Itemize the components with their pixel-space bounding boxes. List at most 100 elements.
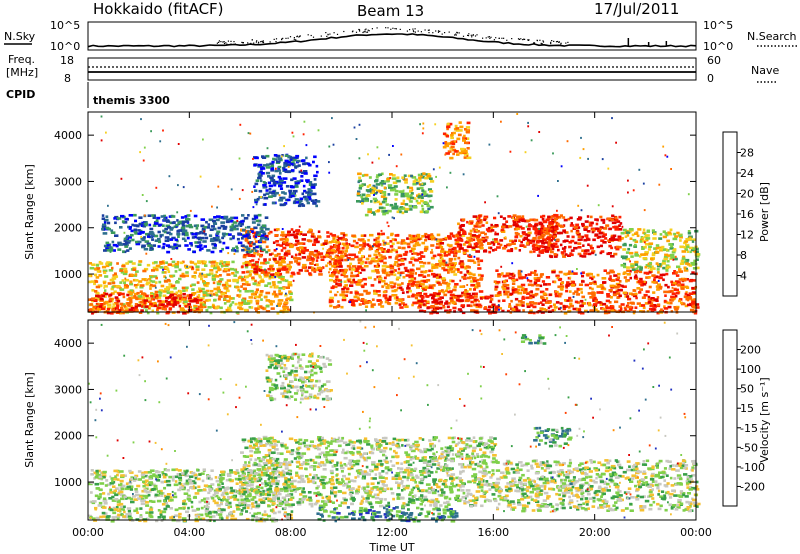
heatmap-cell	[242, 255, 247, 259]
heatmap-cell	[303, 170, 308, 173]
nsearch-dot	[299, 35, 301, 37]
heatmap-cell	[113, 249, 116, 252]
heatmap-cell	[290, 192, 296, 195]
heatmap-cell	[580, 311, 585, 315]
heatmap-cell	[109, 250, 112, 253]
heatmap-cell	[94, 290, 98, 293]
heatmap-cell	[434, 123, 437, 126]
heatmap-cell	[457, 308, 462, 311]
heatmap-cell	[291, 169, 295, 172]
heatmap-cell	[445, 261, 448, 264]
heatmap-cell	[163, 304, 169, 308]
heatmap-cell	[576, 293, 581, 296]
heatmap-cell	[352, 239, 356, 243]
heatmap-cell	[298, 253, 302, 256]
heatmap-cell	[307, 162, 311, 166]
nsearch-dot	[247, 42, 249, 44]
heatmap-cell	[312, 160, 315, 164]
heatmap-cell	[116, 217, 122, 220]
heatmap-cell	[98, 270, 102, 273]
heatmap-cell	[456, 299, 461, 302]
heatmap-cell	[223, 302, 227, 305]
heatmap-cell	[610, 218, 614, 222]
heatmap-cell	[427, 234, 431, 237]
heatmap-cell	[214, 244, 217, 247]
heatmap-cell	[673, 232, 677, 236]
heatmap-cell	[282, 257, 286, 260]
heatmap-cell	[406, 197, 411, 200]
heatmap-cell	[502, 223, 507, 226]
heatmap-cell	[337, 250, 343, 254]
heatmap-cell	[237, 232, 241, 235]
heatmap-cell	[269, 275, 272, 278]
heatmap-cell	[556, 231, 561, 235]
heatmap-cell	[303, 172, 308, 175]
heatmap-cell	[457, 133, 462, 137]
heatmap-cell	[547, 306, 551, 310]
heatmap-cell	[123, 239, 128, 242]
heatmap-cell	[559, 285, 565, 288]
heatmap-cell	[569, 253, 574, 257]
heatmap-cell	[252, 282, 257, 285]
nsearch-dot	[368, 30, 370, 32]
heatmap-cell	[354, 269, 359, 273]
heatmap-cell	[219, 306, 223, 310]
heatmap-cell	[261, 224, 267, 227]
heatmap-cell	[231, 260, 235, 264]
heatmap-cell	[521, 287, 525, 290]
heatmap-cell	[243, 308, 248, 312]
heatmap-cell	[448, 250, 452, 253]
heatmap-cell	[424, 238, 428, 242]
heatmap-cell	[648, 245, 652, 248]
nsearch-dot	[454, 34, 456, 36]
heatmap-cell	[634, 263, 639, 266]
heatmap-cell	[145, 232, 149, 236]
nsearch-dot	[462, 35, 465, 37]
heatmap-cell	[206, 273, 211, 277]
heatmap-cell	[685, 243, 690, 247]
heatmap-cell	[375, 176, 379, 179]
heatmap-cell	[187, 305, 192, 309]
heatmap-cell	[415, 182, 419, 185]
heatmap-cell	[276, 269, 281, 272]
heatmap-cell	[531, 283, 535, 287]
heatmap-cell	[346, 264, 351, 268]
heatmap-cell	[294, 156, 297, 160]
heatmap-cell	[544, 247, 548, 251]
heatmap-cell	[658, 276, 663, 280]
heatmap-cell	[246, 302, 251, 305]
heatmap-cell	[293, 235, 298, 238]
heatmap-cell	[451, 296, 455, 299]
heatmap-cell	[631, 302, 635, 305]
heatmap-cell	[411, 294, 415, 298]
heatmap-cell	[423, 310, 427, 313]
heatmap-cell	[545, 218, 550, 222]
heatmap-cell	[161, 224, 165, 227]
heatmap-cell	[393, 263, 397, 267]
heatmap-cell	[561, 247, 566, 250]
heatmap-cell	[108, 298, 113, 301]
heatmap-cell	[129, 289, 134, 292]
heatmap-cell	[670, 280, 674, 284]
heatmap-cell	[282, 246, 287, 250]
heatmap-cell	[337, 271, 340, 275]
heatmap-cell	[563, 218, 568, 222]
heatmap-cell	[256, 253, 261, 256]
heatmap-cell	[350, 244, 355, 248]
heatmap-cell	[361, 247, 365, 250]
heatmap-cell	[439, 242, 445, 245]
heatmap-cell	[684, 240, 689, 243]
heatmap-cell	[115, 285, 121, 288]
heatmap-cell	[282, 287, 286, 290]
heatmap-cell	[626, 273, 632, 276]
heatmap-cell	[234, 249, 239, 253]
nsearch-dot	[253, 42, 255, 44]
heatmap-cell	[380, 248, 384, 252]
heatmap-cell	[215, 236, 220, 239]
heatmap-cell	[527, 121, 529, 124]
heatmap-cell	[623, 265, 627, 269]
heatmap-cell	[407, 208, 413, 211]
heatmap-cell	[433, 264, 438, 268]
heatmap-cell	[269, 265, 273, 268]
